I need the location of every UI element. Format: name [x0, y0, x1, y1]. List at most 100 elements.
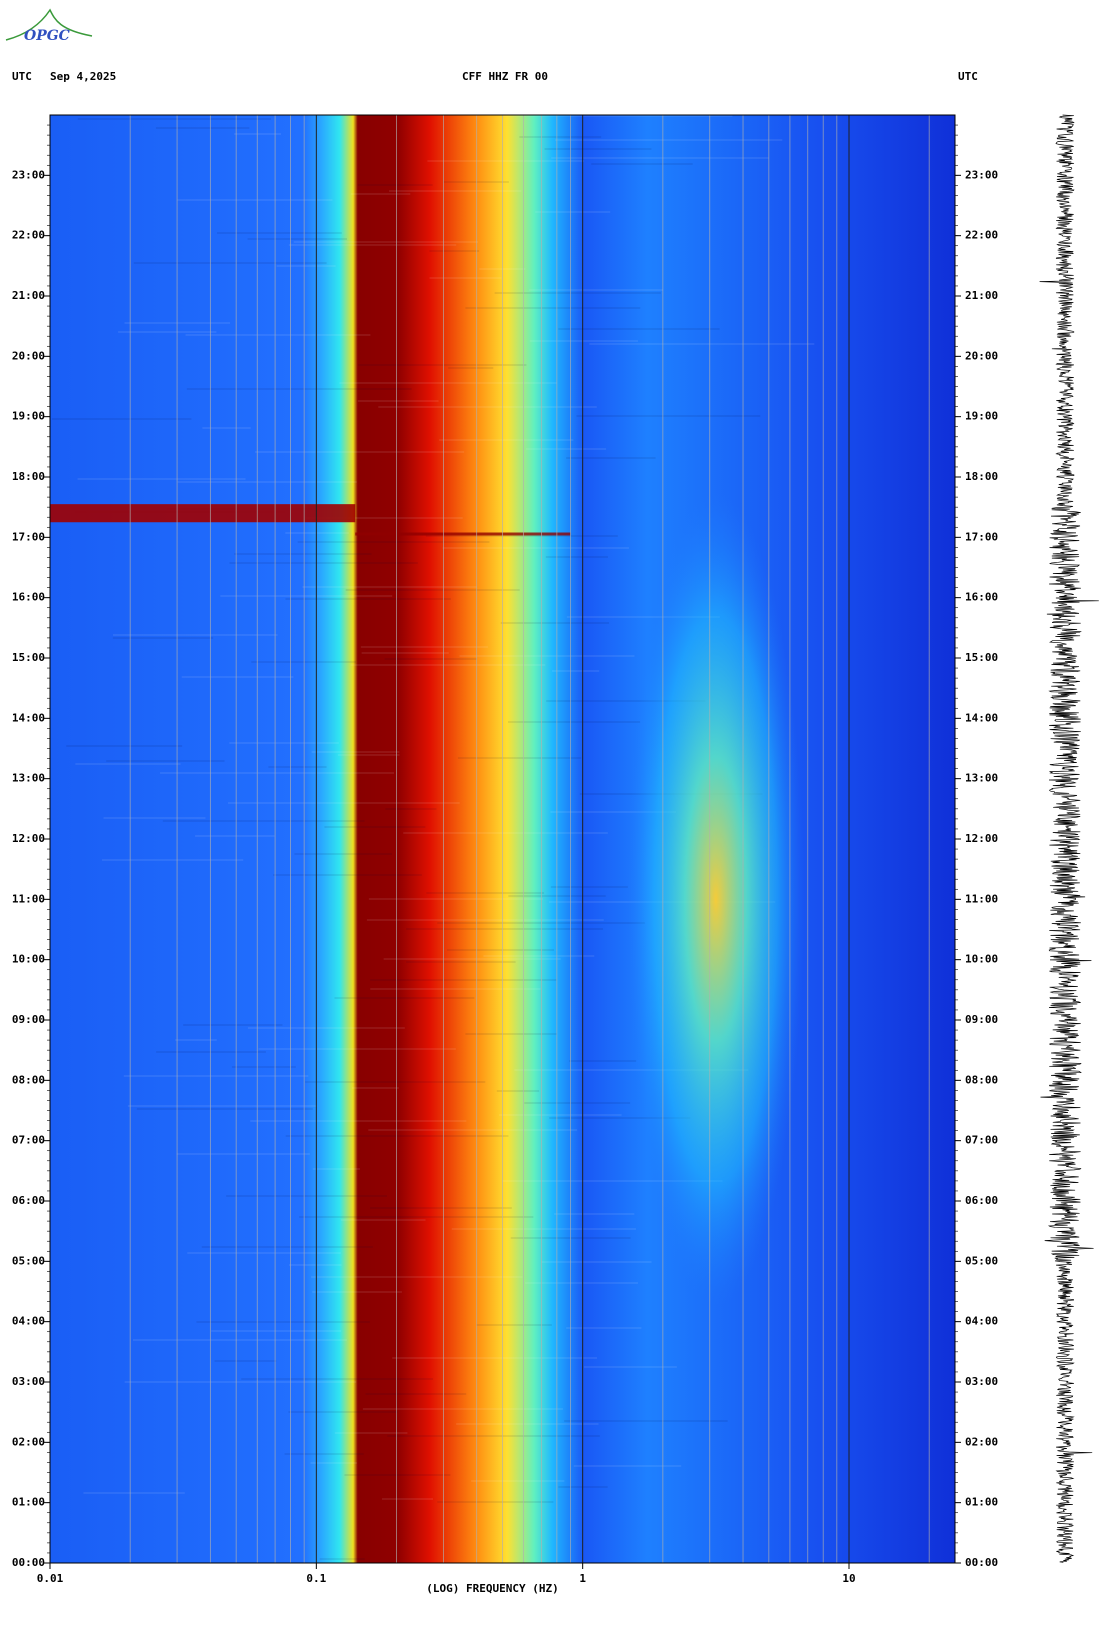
texture	[77, 118, 271, 120]
header-zone: UTC	[12, 70, 32, 83]
texture	[447, 949, 555, 951]
texture	[334, 1432, 408, 1434]
y-tick-label: 10:00	[965, 953, 998, 966]
y-tick-label: 03:00	[12, 1375, 45, 1388]
texture	[437, 1501, 554, 1503]
y-tick-label: 10:00	[12, 953, 45, 966]
texture	[185, 334, 371, 336]
texture	[103, 817, 206, 819]
texture	[476, 1324, 552, 1326]
texture	[229, 742, 339, 744]
texture	[583, 1366, 677, 1368]
texture	[285, 1135, 509, 1137]
y-tick-label: 23:00	[965, 168, 998, 181]
y-tick-label: 14:00	[965, 711, 998, 724]
y-tick-label: 19:00	[12, 410, 45, 423]
texture	[77, 478, 246, 480]
texture	[50, 504, 356, 523]
y-tick-label: 09:00	[965, 1013, 998, 1026]
texture	[529, 340, 638, 342]
texture	[285, 532, 349, 534]
texture	[133, 262, 327, 264]
texture	[155, 127, 250, 129]
texture	[297, 541, 490, 543]
texture	[465, 307, 641, 309]
texture	[229, 562, 418, 564]
texture	[443, 181, 509, 183]
texture	[118, 331, 217, 333]
texture	[550, 886, 628, 888]
texture	[406, 928, 603, 930]
texture	[591, 163, 693, 165]
y-tick-label: 22:00	[12, 229, 45, 242]
texture	[294, 853, 393, 855]
texture	[370, 988, 541, 990]
texture	[162, 820, 365, 822]
texture	[429, 250, 480, 252]
texture	[558, 328, 720, 330]
texture	[362, 1408, 563, 1410]
y-tick-label: 02:00	[965, 1435, 998, 1448]
y-tick-label: 00:00	[12, 1556, 45, 1569]
texture	[566, 1327, 642, 1329]
texture	[365, 1393, 467, 1395]
y-tick-label: 17:00	[12, 530, 45, 543]
texture	[211, 1330, 342, 1332]
texture	[500, 622, 610, 624]
texture	[352, 1087, 399, 1089]
texture	[136, 1108, 313, 1110]
texture	[340, 1219, 426, 1221]
texture	[502, 1180, 723, 1182]
texture	[566, 457, 656, 459]
texture	[312, 1168, 360, 1170]
texture	[589, 343, 815, 345]
texture	[406, 961, 516, 963]
y-tick-label: 21:00	[12, 289, 45, 302]
texture	[226, 1195, 388, 1197]
texture	[551, 157, 769, 159]
texture	[541, 1261, 652, 1263]
y-tick-label: 19:00	[965, 410, 998, 423]
y-tick-label: 14:00	[12, 711, 45, 724]
texture	[201, 1246, 373, 1248]
texture	[496, 1090, 540, 1092]
texture	[564, 1420, 728, 1422]
texture	[465, 1033, 557, 1035]
y-tick-label: 12:00	[12, 832, 45, 845]
texture	[549, 1117, 691, 1119]
texture	[175, 1039, 217, 1041]
texture	[525, 1282, 638, 1284]
texture	[519, 136, 602, 138]
texture	[247, 1027, 405, 1029]
texture	[366, 919, 604, 921]
texture	[439, 439, 574, 441]
texture	[177, 199, 333, 201]
texture	[360, 646, 488, 648]
texture	[555, 139, 783, 141]
texture	[101, 859, 244, 861]
texture	[535, 211, 611, 213]
texture	[370, 1207, 512, 1209]
y-tick-label: 20:00	[12, 349, 45, 362]
y-tick-label: 00:00	[965, 1556, 998, 1569]
plot-frame	[49, 114, 956, 1564]
y-tick-label: 16:00	[12, 591, 45, 604]
texture	[312, 1291, 402, 1293]
texture	[285, 598, 451, 600]
texture	[546, 700, 706, 702]
y-tick-label: 13:00	[12, 772, 45, 785]
texture	[334, 997, 475, 999]
texture	[284, 1453, 364, 1455]
texture	[310, 1462, 357, 1464]
texture	[268, 766, 327, 768]
x-tick-label: 0.01	[37, 1572, 64, 1585]
texture	[483, 955, 595, 957]
texture	[569, 1060, 637, 1062]
texture	[181, 676, 294, 678]
texture	[66, 745, 183, 747]
y-tick-label: 15:00	[965, 651, 998, 664]
texture	[228, 802, 460, 804]
texture	[350, 664, 546, 666]
y-tick-label: 06:00	[12, 1194, 45, 1207]
texture	[429, 277, 502, 279]
